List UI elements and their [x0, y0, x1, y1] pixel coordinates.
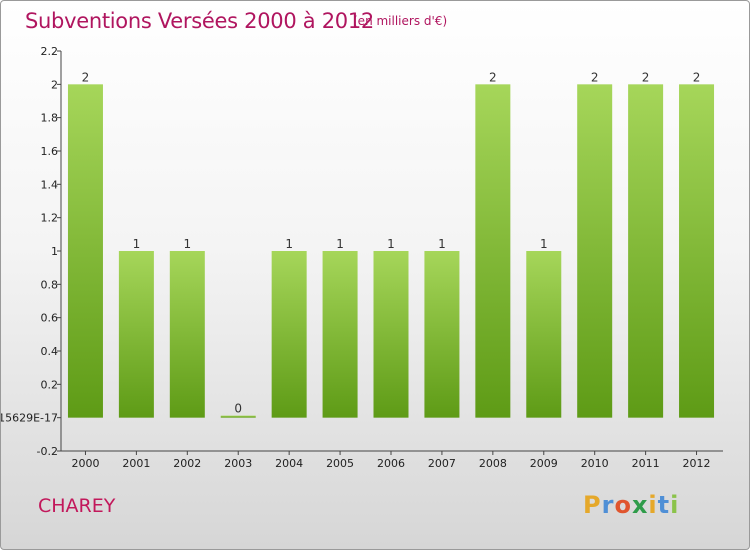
chart-title: Subventions Versées 2000 à 2012 [25, 9, 374, 33]
y-tick-label: 0.4 [41, 345, 59, 358]
bars [67, 84, 715, 418]
data-label: 2 [591, 70, 599, 84]
data-label: 0 [234, 402, 242, 416]
bar [169, 251, 205, 418]
data-label: 1 [438, 237, 446, 251]
logo-letter: i [648, 491, 658, 519]
bar [220, 415, 256, 418]
x-tick-label: 2002 [173, 457, 201, 470]
data-label: 1 [285, 237, 293, 251]
bar [322, 251, 358, 418]
data-label: 2 [82, 70, 90, 84]
logo-letter: P [583, 491, 602, 519]
y-tick-label: -0.2 [37, 445, 58, 458]
data-label: 1 [387, 237, 395, 251]
y-tick-label: 2 [51, 78, 58, 91]
bar [679, 84, 715, 418]
data-label: 1 [336, 237, 344, 251]
logo-letter: t [657, 491, 671, 519]
x-tick-label: 2011 [632, 457, 660, 470]
logo-letter: r [601, 491, 615, 519]
x-tick-label: 2012 [683, 457, 711, 470]
y-tick-label: 0.6 [41, 312, 59, 325]
y-tick-label: 1.6 [41, 145, 59, 158]
bar [271, 251, 307, 418]
x-tick-label: 2009 [530, 457, 558, 470]
data-label: 1 [183, 237, 191, 251]
bar [118, 251, 154, 418]
bar [475, 84, 511, 418]
bar [577, 84, 613, 418]
x-tick-label: 2010 [581, 457, 609, 470]
x-tick-label: 2006 [377, 457, 405, 470]
x-tick-label: 2000 [71, 457, 99, 470]
x-tick-label: 2001 [122, 457, 150, 470]
data-label: 2 [489, 70, 497, 84]
y-tick-label: 1.4 [41, 178, 59, 191]
y-tick-label: 0.8 [41, 278, 59, 291]
data-label: 1 [540, 237, 548, 251]
commune-name: CHAREY [38, 495, 116, 517]
labels: 2000 2 2001 1 2002 1 2003 0 2004 1 2005 1 2006 1 2007 1… [71, 70, 710, 470]
data-label: 2 [642, 70, 650, 84]
logo-letter: o [614, 491, 632, 519]
y-tick-label: 1 [51, 245, 58, 258]
y-tick-label: 0.2 [41, 378, 59, 391]
x-tick-label: 2004 [275, 457, 303, 470]
y-tick-label: 1.2 [41, 212, 59, 225]
axes: -0.2 5.55111515629E-17 0.2 0.4 0.6 0.8 1 1.2 1.4… [1, 45, 723, 458]
bar [373, 251, 409, 418]
data-label: 1 [133, 237, 141, 251]
y-tick-label: 1.8 [41, 112, 59, 125]
y-tick-label: 2.2 [41, 45, 59, 58]
bar [424, 251, 460, 418]
x-tick-label: 2008 [479, 457, 507, 470]
unit-note: (en milliers d'€) [353, 14, 448, 28]
proxiti-logo: Proxiti [583, 491, 679, 519]
y-tick-label: 5.55111515629E-17 [1, 412, 58, 425]
data-label: 2 [693, 70, 701, 84]
bar [67, 84, 103, 418]
x-tick-label: 2007 [428, 457, 456, 470]
x-tick-label: 2005 [326, 457, 354, 470]
bar [628, 84, 664, 418]
bar [526, 251, 562, 418]
x-tick-label: 2003 [224, 457, 252, 470]
logo-letter: x [631, 491, 649, 519]
logo-letter: i [670, 491, 680, 519]
